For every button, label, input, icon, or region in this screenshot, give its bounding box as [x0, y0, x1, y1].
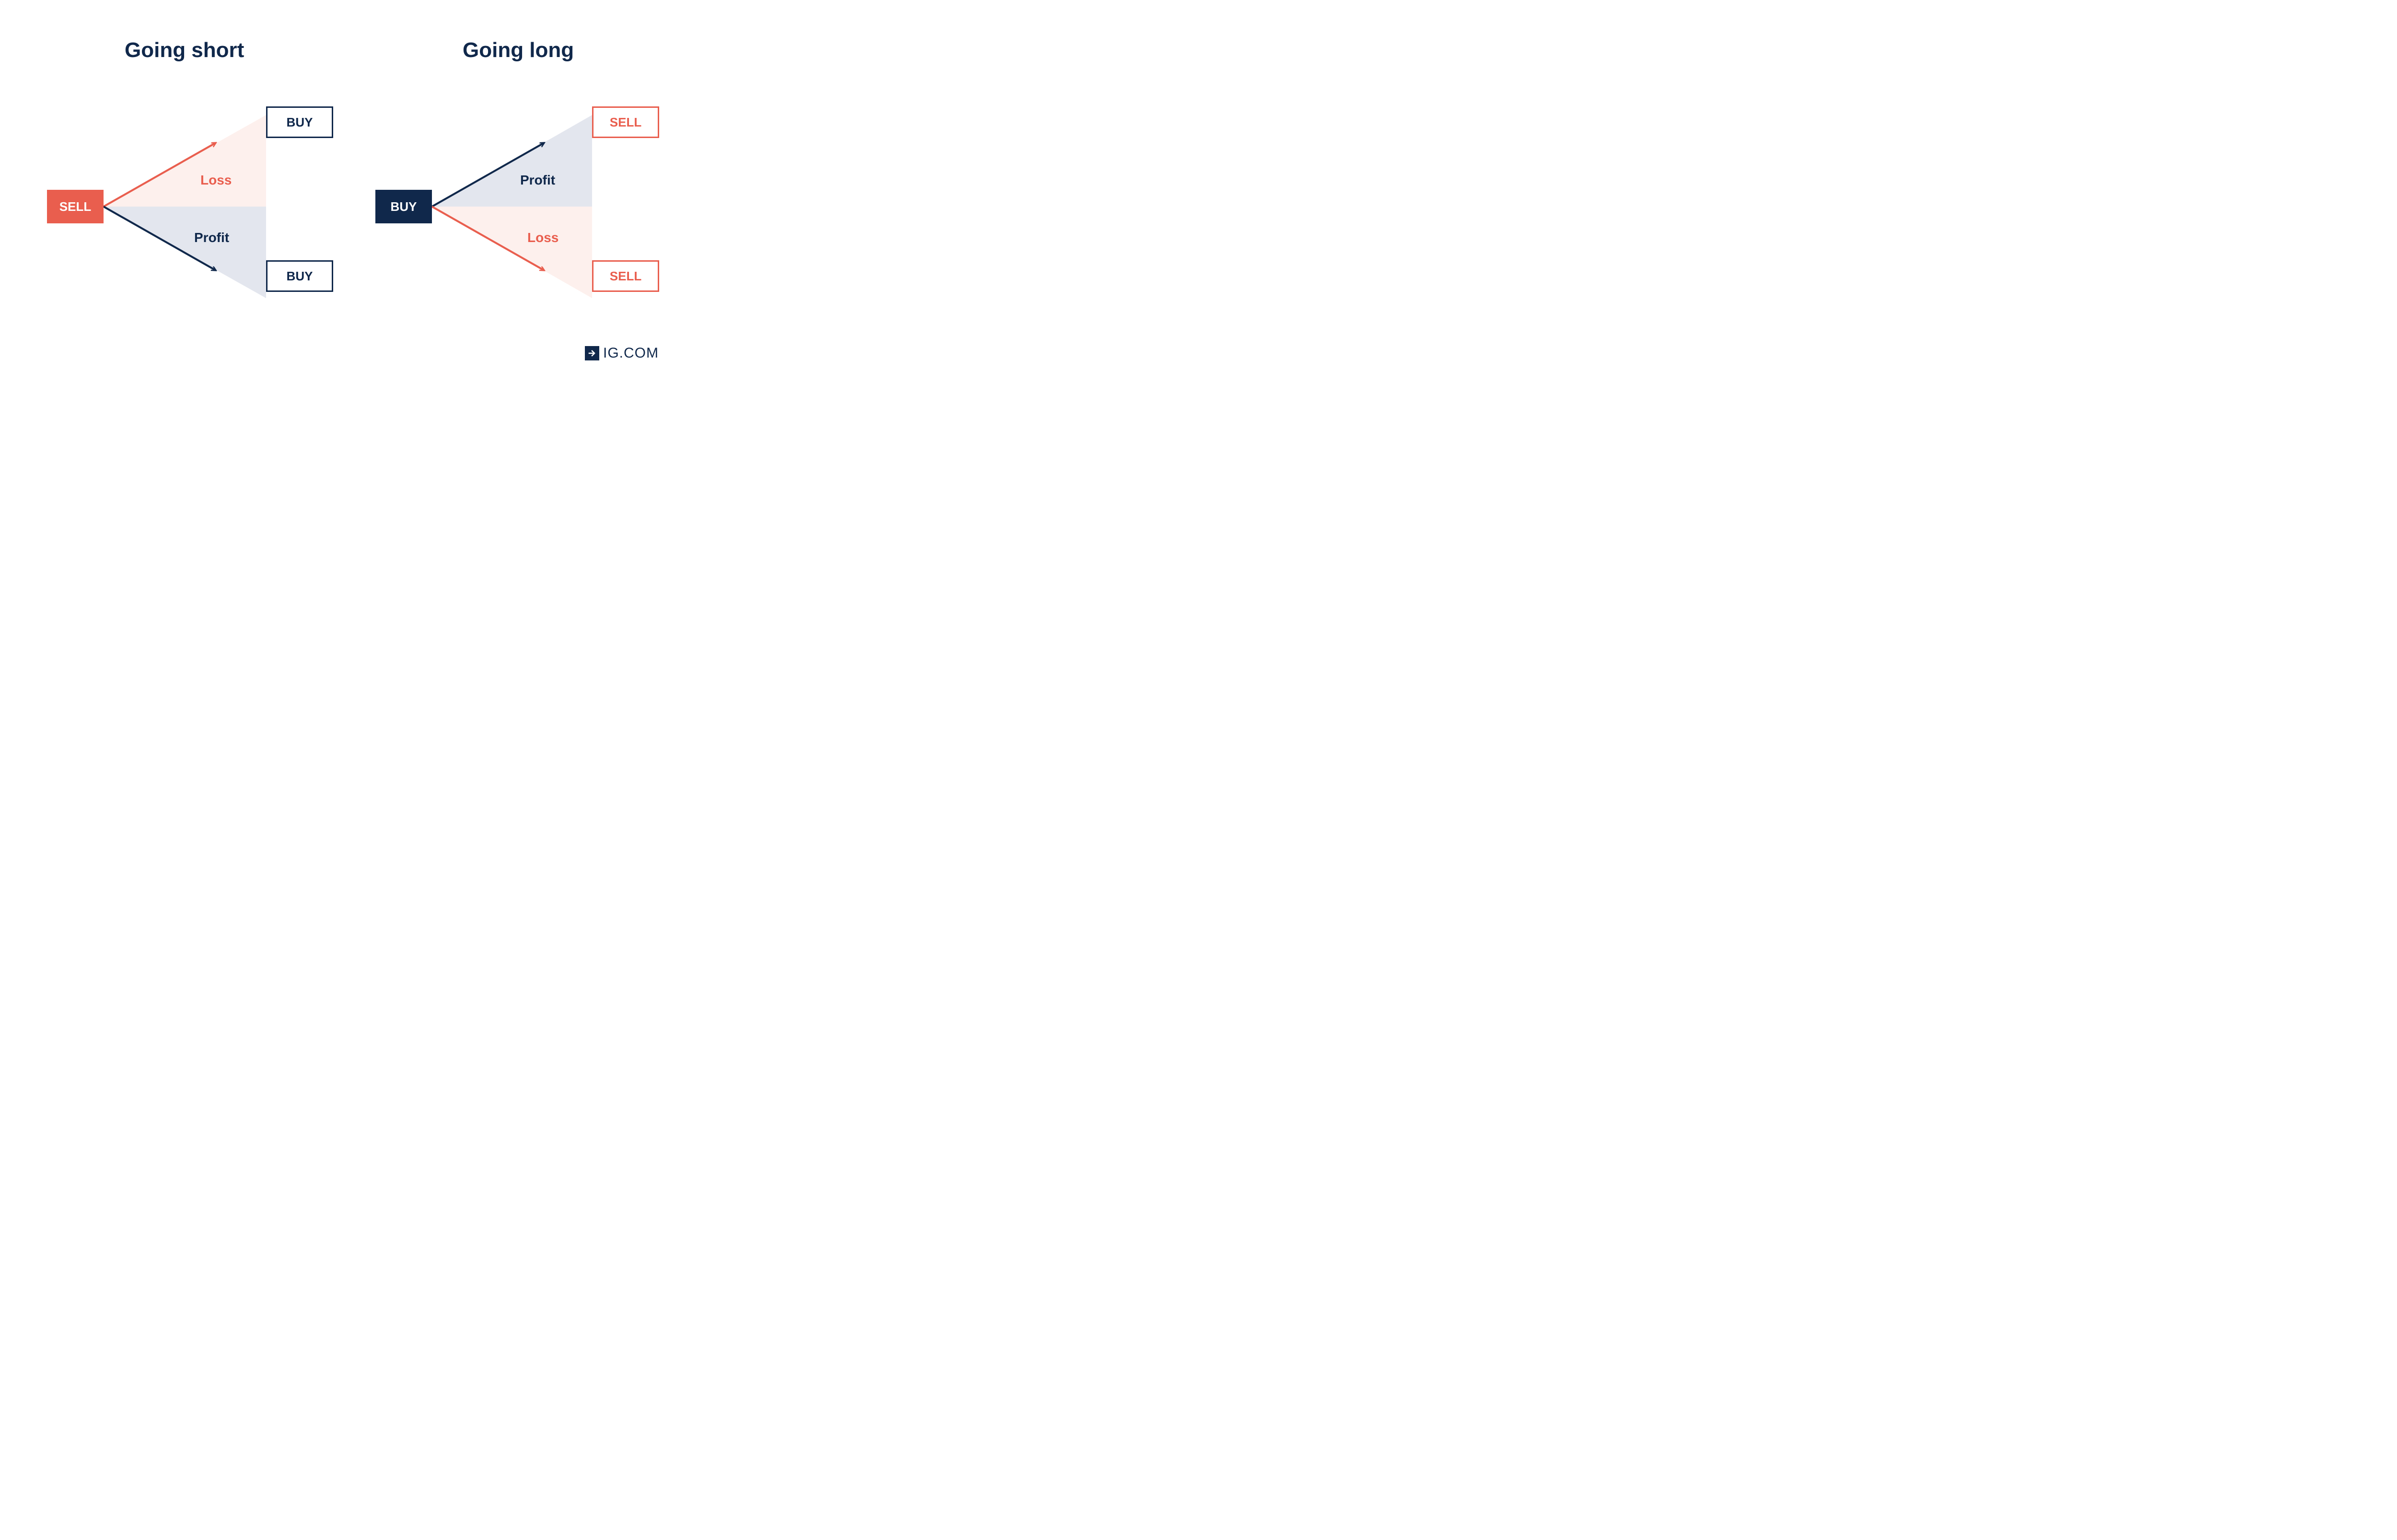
long-end-up-box: SELL — [592, 106, 659, 138]
svg-layer — [0, 0, 709, 396]
short-label-loss: Loss — [200, 173, 232, 188]
long-end-down-box: SELL — [592, 260, 659, 292]
short-title: Going short — [125, 38, 244, 62]
short-end-up-box: BUY — [266, 106, 333, 138]
footer-text: IG.COM — [603, 345, 659, 361]
short-end-down-label: BUY — [287, 269, 313, 284]
long-title: Going long — [463, 38, 574, 62]
long-label-loss: Loss — [527, 230, 559, 245]
long-end-up-label: SELL — [610, 115, 641, 130]
footer-logo: IG.COM — [585, 345, 659, 361]
long-end-down-label: SELL — [610, 269, 641, 284]
arrow-right-icon — [585, 346, 599, 360]
short-end-up-label: BUY — [287, 115, 313, 130]
short-label-profit: Profit — [194, 230, 229, 245]
short-start-label: SELL — [59, 199, 91, 214]
short-start-box: SELL — [47, 190, 104, 223]
long-start-label: BUY — [391, 199, 417, 214]
short-end-down-box: BUY — [266, 260, 333, 292]
diagram-container: Going short SELL BUY BUY Loss Profit Goi… — [0, 0, 709, 396]
long-start-box: BUY — [375, 190, 432, 223]
long-label-profit: Profit — [520, 173, 555, 188]
